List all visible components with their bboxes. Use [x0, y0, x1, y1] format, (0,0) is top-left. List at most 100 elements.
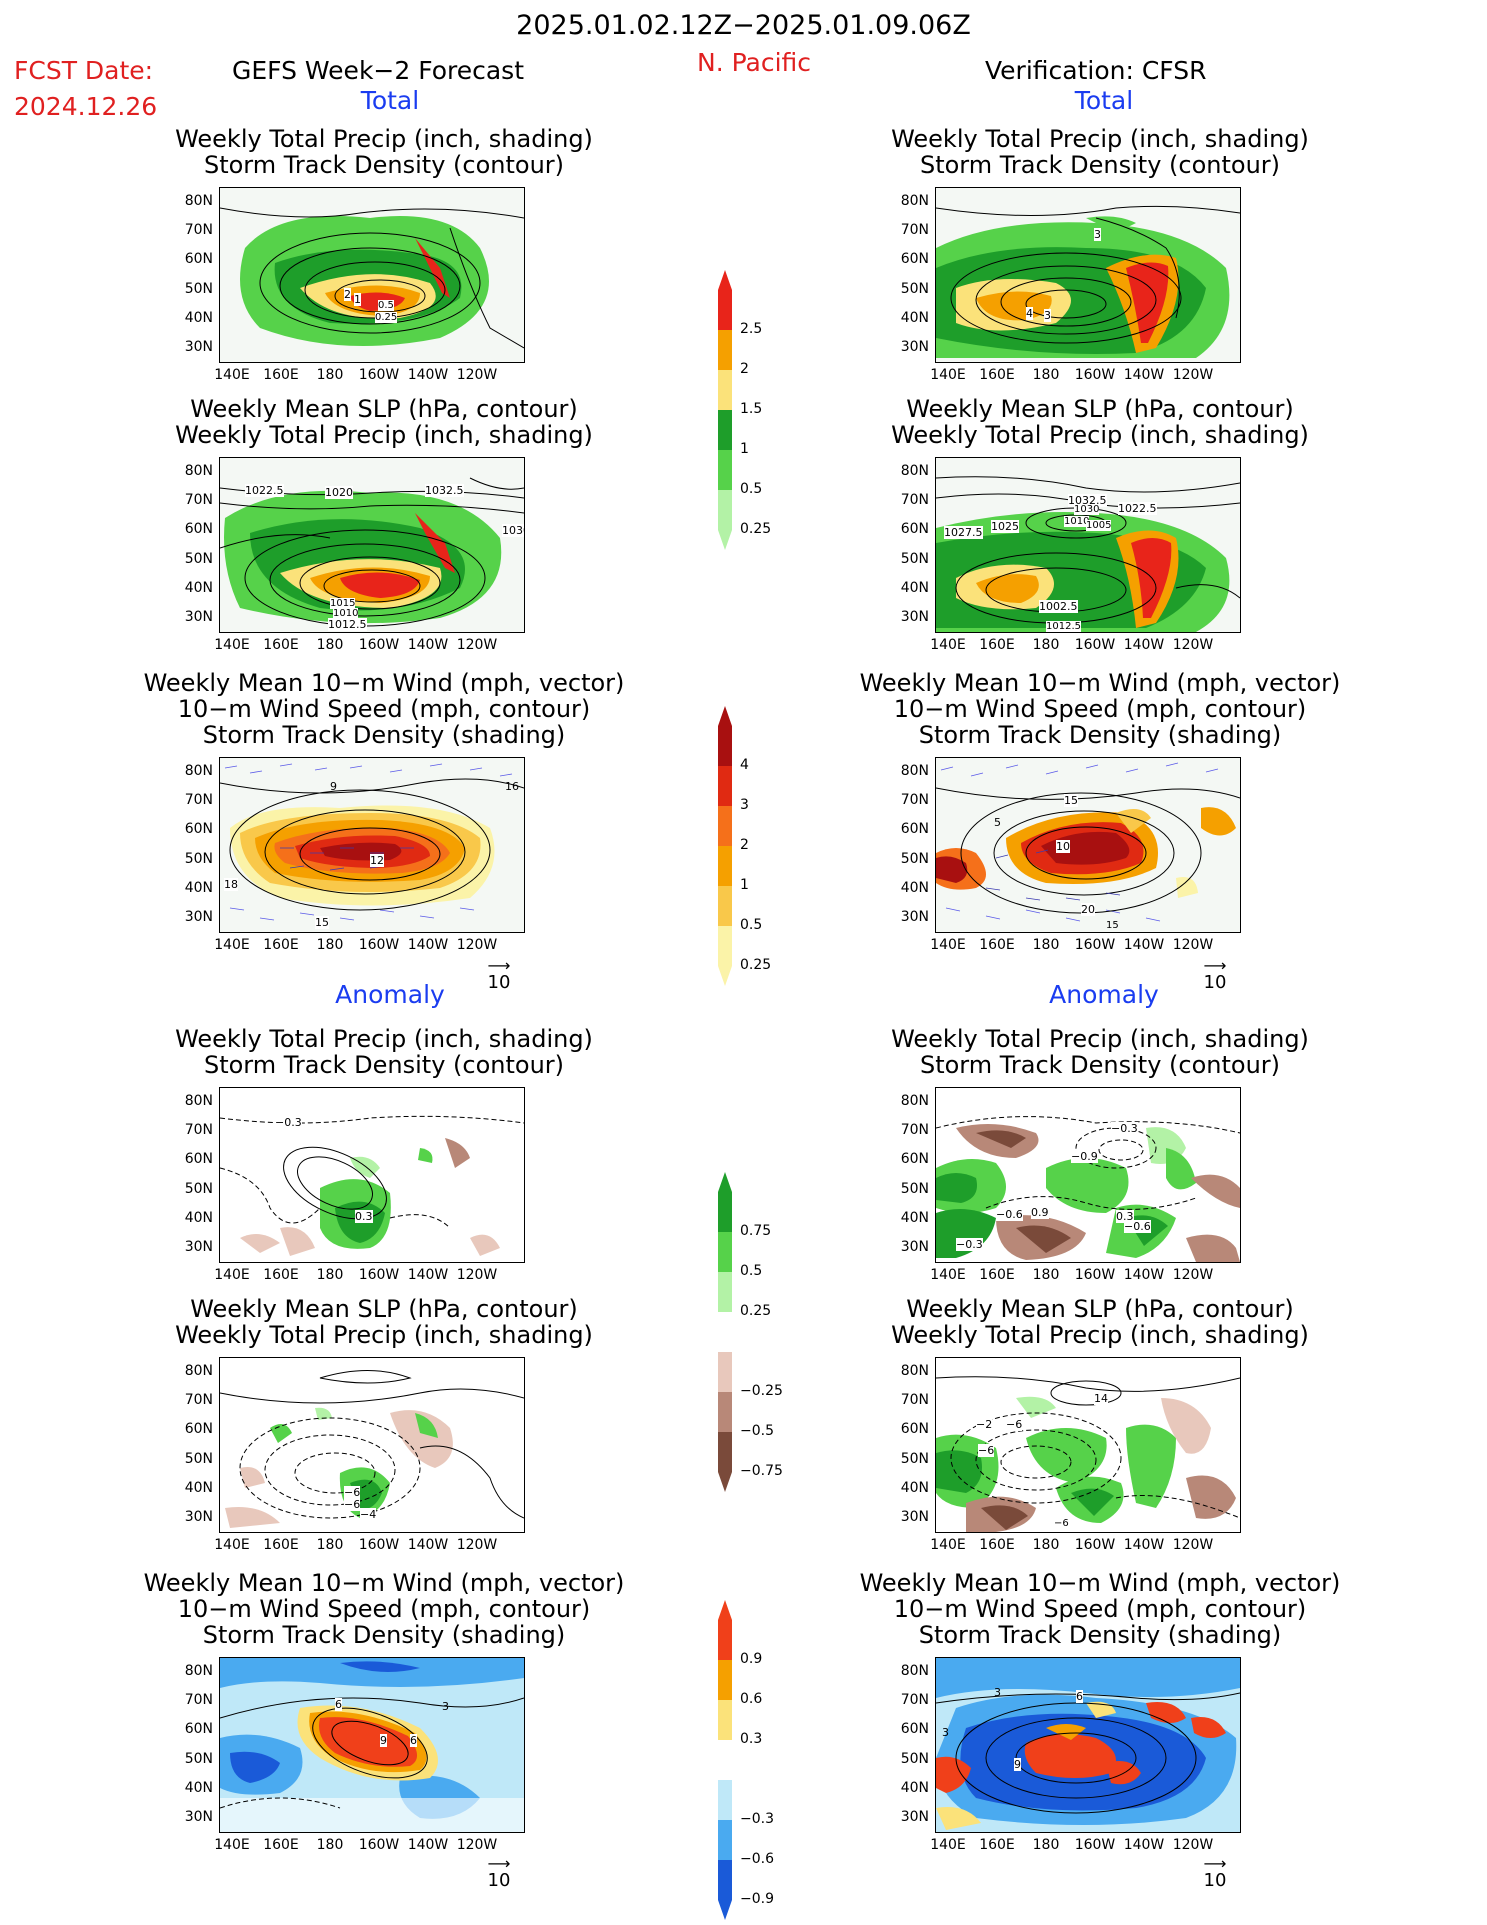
lon-tick-label: 140W	[407, 937, 449, 953]
panel-title-obs-wind-total: Weekly Mean 10−m Wind (mph, vector) 10−m…	[859, 669, 1341, 749]
fcst-date-label: FCST Date:	[14, 56, 154, 85]
colorbar-arrow-bottom	[718, 1472, 732, 1492]
fcst-date-value: 2024.12.26	[14, 92, 158, 121]
lon-tick-label: 140E	[214, 937, 250, 953]
lat-tick-label: 60N	[900, 821, 929, 838]
map-obs-slp-total: 1032.5 1030 1025 1027.5 1022.5 1010 1005…	[935, 457, 1241, 633]
map-fcst-wind-total: 9 18 12 15 16	[219, 757, 525, 933]
colorbar-label: 2	[740, 361, 749, 377]
colorbar-segment	[718, 490, 732, 530]
lat-tick-label: 30N	[184, 339, 213, 355]
colorbar-arrow-top	[718, 270, 732, 290]
lon-tick-label: 140E	[214, 637, 250, 653]
colorbar-segment	[718, 1192, 732, 1232]
lon-tick-label: 180	[316, 367, 344, 383]
colorbar-segment	[718, 1620, 732, 1660]
colorbar-precip-total: 2.5 2 1.5 1 0.5 0.25	[718, 270, 771, 550]
panel-title-obs-slp-total: Weekly Mean SLP (hPa, contour) Weekly To…	[891, 395, 1309, 449]
lat-tick-label: 60N	[184, 1421, 213, 1438]
map-fcst-slp-anom: −6 −6 −4	[219, 1357, 525, 1533]
lat-tick-label: 30N	[900, 909, 929, 925]
colorbar-segment	[718, 726, 732, 766]
map-fcst-precip-total: 2 1 0.5 0.25	[219, 187, 525, 363]
lon-tick-label: 160W	[358, 937, 400, 953]
lon-tick-label: 160E	[263, 937, 299, 953]
panel-title-fcst-precip-anom: Weekly Total Precip (inch, shading) Stor…	[175, 1025, 593, 1079]
panel-title-obs-wind-anom: Weekly Mean 10−m Wind (mph, vector) 10−m…	[859, 1569, 1341, 1649]
lon-tick-label: 160E	[263, 1537, 299, 1553]
lat-tick-label: 30N	[900, 1809, 929, 1825]
lat-tick-label: 40N	[184, 1779, 213, 1796]
lon-tick-label: 120W	[1172, 367, 1214, 383]
colorbar-segment	[718, 1740, 732, 1780]
colorbar-segment	[718, 450, 732, 490]
lat-tick-label: 80N	[184, 763, 213, 779]
lat-tick-label: 50N	[900, 1450, 929, 1467]
lat-tick-label: 70N	[184, 792, 213, 809]
map-obs-wind-anom: 3 6 3 9	[935, 1657, 1241, 1833]
map-fcst-slp-total: 1022.5 1020 1032.5 1030 1012.5 1015 1010	[219, 457, 525, 633]
lat-tick-label: 70N	[900, 792, 929, 809]
lon-tick-label: 180	[1032, 367, 1060, 383]
lon-tick-label: 120W	[456, 367, 498, 383]
colorbar-label: −0.75	[740, 1463, 783, 1479]
lon-tick-label: 140W	[1123, 1267, 1165, 1283]
lon-tick-label: 160W	[358, 637, 400, 653]
lon-tick-label: 120W	[456, 1267, 498, 1283]
lon-tick-label: 160E	[979, 637, 1015, 653]
lat-tick-label: 60N	[900, 521, 929, 538]
lon-tick-label: 140E	[214, 367, 250, 383]
map-obs-precip-anom: −0.3 −0.9 −0.6 0.9 0.3 −0.6 −0.3	[935, 1087, 1241, 1263]
lon-tick-label: 180	[316, 1267, 344, 1283]
colorbar-segment	[718, 370, 732, 410]
colorbar-arrow-bottom	[718, 966, 732, 986]
lat-tick-label: 70N	[900, 1692, 929, 1709]
lat-tick-label: 70N	[184, 492, 213, 509]
colorbar-label: 2	[740, 837, 749, 853]
map-fcst-precip-anom: −0.3 0.3	[219, 1087, 525, 1263]
lat-tick-label: 60N	[900, 251, 929, 268]
lon-tick-label: 140E	[214, 1837, 250, 1853]
lon-tick-label: 160E	[263, 367, 299, 383]
lat-tick-label: 30N	[184, 1239, 213, 1255]
lon-tick-label: 160W	[1074, 1267, 1116, 1283]
lat-tick-label: 70N	[184, 1122, 213, 1139]
colorbar-label: 3	[740, 797, 749, 813]
lon-tick-label: 160E	[979, 1537, 1015, 1553]
colorbar-segment	[718, 1780, 732, 1820]
lon-tick-label: 140W	[1123, 1837, 1165, 1853]
lon-tick-label: 180	[316, 1537, 344, 1553]
colorbar-label: −0.6	[740, 1851, 774, 1867]
lat-tick-label: 60N	[900, 1421, 929, 1438]
colorbar-label: 1	[740, 441, 749, 457]
colorbar-segment	[718, 1352, 732, 1392]
lat-tick-label: 80N	[900, 763, 929, 779]
panel-title-fcst-slp-anom: Weekly Mean SLP (hPa, contour) Weekly To…	[175, 1295, 593, 1349]
lon-tick-label: 140E	[930, 1837, 966, 1853]
lon-tick-label: 160W	[1074, 937, 1116, 953]
lon-tick-label: 120W	[1172, 637, 1214, 653]
lat-tick-label: 70N	[900, 222, 929, 239]
panel-title-obs-precip-total: Weekly Total Precip (inch, shading) Stor…	[891, 125, 1309, 179]
colorbar-label: −0.5	[740, 1423, 774, 1439]
colorbar-label: 1	[740, 877, 749, 893]
lon-tick-label: 180	[1032, 937, 1060, 953]
lon-tick-label: 140E	[930, 367, 966, 383]
lon-tick-label: 140E	[930, 637, 966, 653]
lat-tick-label: 40N	[900, 579, 929, 596]
lon-tick-label: 160E	[263, 1837, 299, 1853]
lat-tick-label: 70N	[184, 1392, 213, 1409]
lat-tick-label: 50N	[184, 550, 213, 567]
lon-tick-label: 140E	[930, 1537, 966, 1553]
lat-tick-label: 80N	[184, 1363, 213, 1379]
lon-tick-label: 160E	[979, 1267, 1015, 1283]
lon-tick-label: 140W	[407, 1837, 449, 1853]
lon-tick-label: 160W	[1074, 1837, 1116, 1853]
vector-reference-fcst-total: ⟶ 10	[487, 956, 511, 994]
lat-tick-label: 60N	[900, 1721, 929, 1738]
section-total-right: Total	[1074, 86, 1134, 115]
lat-tick-label: 40N	[900, 309, 929, 326]
map-obs-precip-total: 3 4 3	[935, 187, 1241, 363]
lon-tick-label: 180	[1032, 1537, 1060, 1553]
lat-tick-label: 40N	[900, 1209, 929, 1226]
